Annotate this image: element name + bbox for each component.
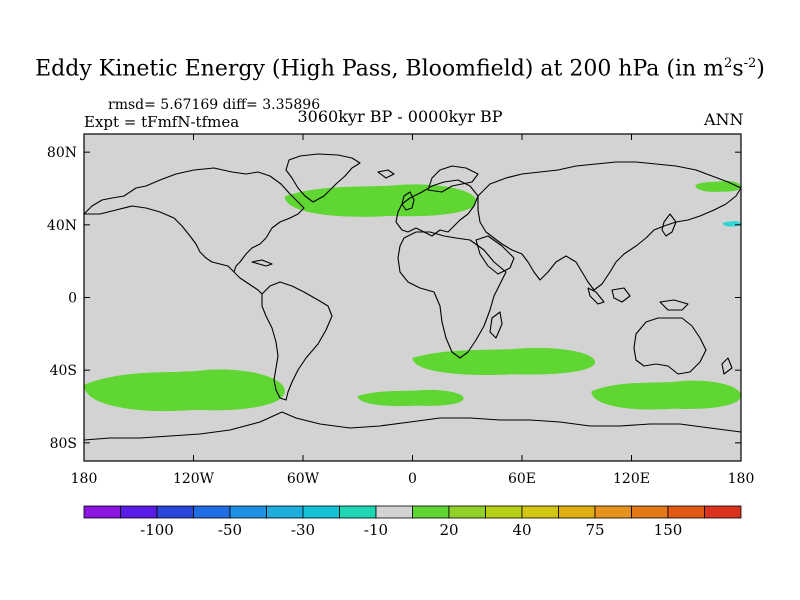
y-tick-label: 40S [50,363,77,379]
colorbar-swatch [412,505,450,519]
x-tick-label: 60W [287,471,320,487]
stats-label: rmsd= 5.67169 diff= 3.35896 [108,97,321,113]
chart-title: Eddy Kinetic Energy (High Pass, Bloomfie… [35,56,765,82]
season-label: ANN [704,110,744,129]
coastline-borneo [611,287,631,303]
y-tick-label: 80S [50,436,77,452]
colorbar-swatch [120,505,158,519]
colorbar-swatch [448,505,486,519]
region-south-atlantic [357,389,464,407]
colorbar-swatch [375,505,413,519]
coastline-new-guinea [659,299,689,311]
coastline-sumatra [587,287,605,305]
colorbar-label: -100 [140,521,174,539]
map-background [84,134,741,461]
x-tick-label: 60E [508,471,536,487]
colorbar-label: -50 [218,521,242,539]
colorbar-label: 40 [512,521,531,539]
colorbar-label: -10 [364,521,388,539]
colorbar-label: 150 [654,521,683,539]
coastline-scandinavia [427,165,479,193]
coastline-central-america [233,271,263,295]
y-tick-label: 40N [47,218,77,234]
colorbar-swatch [667,505,705,519]
colorbar-swatch [339,505,377,519]
region-south-indian [412,347,595,376]
colorbar-swatch [229,505,267,519]
coastline-britain [401,191,415,211]
coastline-cuba [251,259,273,267]
colorbar-swatch [83,505,121,519]
x-tick-label: 180 [728,471,755,487]
coastline-japan [661,213,677,237]
colorbar-label: 20 [439,521,458,539]
y-tick-label: 80N [47,145,77,161]
x-tick-label: 180 [71,471,98,487]
coastline-south-america [261,281,333,401]
region-south-pacific [84,369,285,412]
colorbar-swatch [302,505,340,519]
colorbar-swatch [631,505,669,519]
coastline-antarctica [84,411,741,441]
coastline-iceland [377,169,395,179]
region-north-atlantic [284,184,477,217]
period-label: 3060kyr BP - 0000kyr BP [297,107,503,126]
colorbar-swatch [485,505,523,519]
colorbar-swatch [266,505,304,519]
colorbar-swatch [156,505,194,519]
x-tick-label: 120E [613,471,650,487]
colorbar-swatch [521,505,559,519]
colorbar-label: -30 [291,521,315,539]
coastline-arabia [475,235,515,275]
coastline-africa [397,231,507,359]
coastline-north-america [84,167,305,273]
x-tick-label: 120W [173,471,215,487]
coastline-europe [395,179,479,237]
y-tick-label: 0 [68,291,77,307]
coastline-madagascar [489,311,503,339]
colorbar-swatch [594,505,632,519]
x-tick-label: 0 [408,471,417,487]
colorbar-swatch [193,505,231,519]
coastline-greenland [285,153,361,203]
region-south-australia [591,380,741,410]
experiment-label: Expt = tFmfN-tfmea [84,113,240,131]
colorbar-swatch [558,505,596,519]
colorbar-swatch [704,505,742,519]
coastline-new-zealand [721,357,733,375]
region-bering-strait [695,181,741,192]
coastline-australia [633,317,707,375]
coastline-asia [477,161,741,291]
colorbar-label: 75 [585,521,604,539]
